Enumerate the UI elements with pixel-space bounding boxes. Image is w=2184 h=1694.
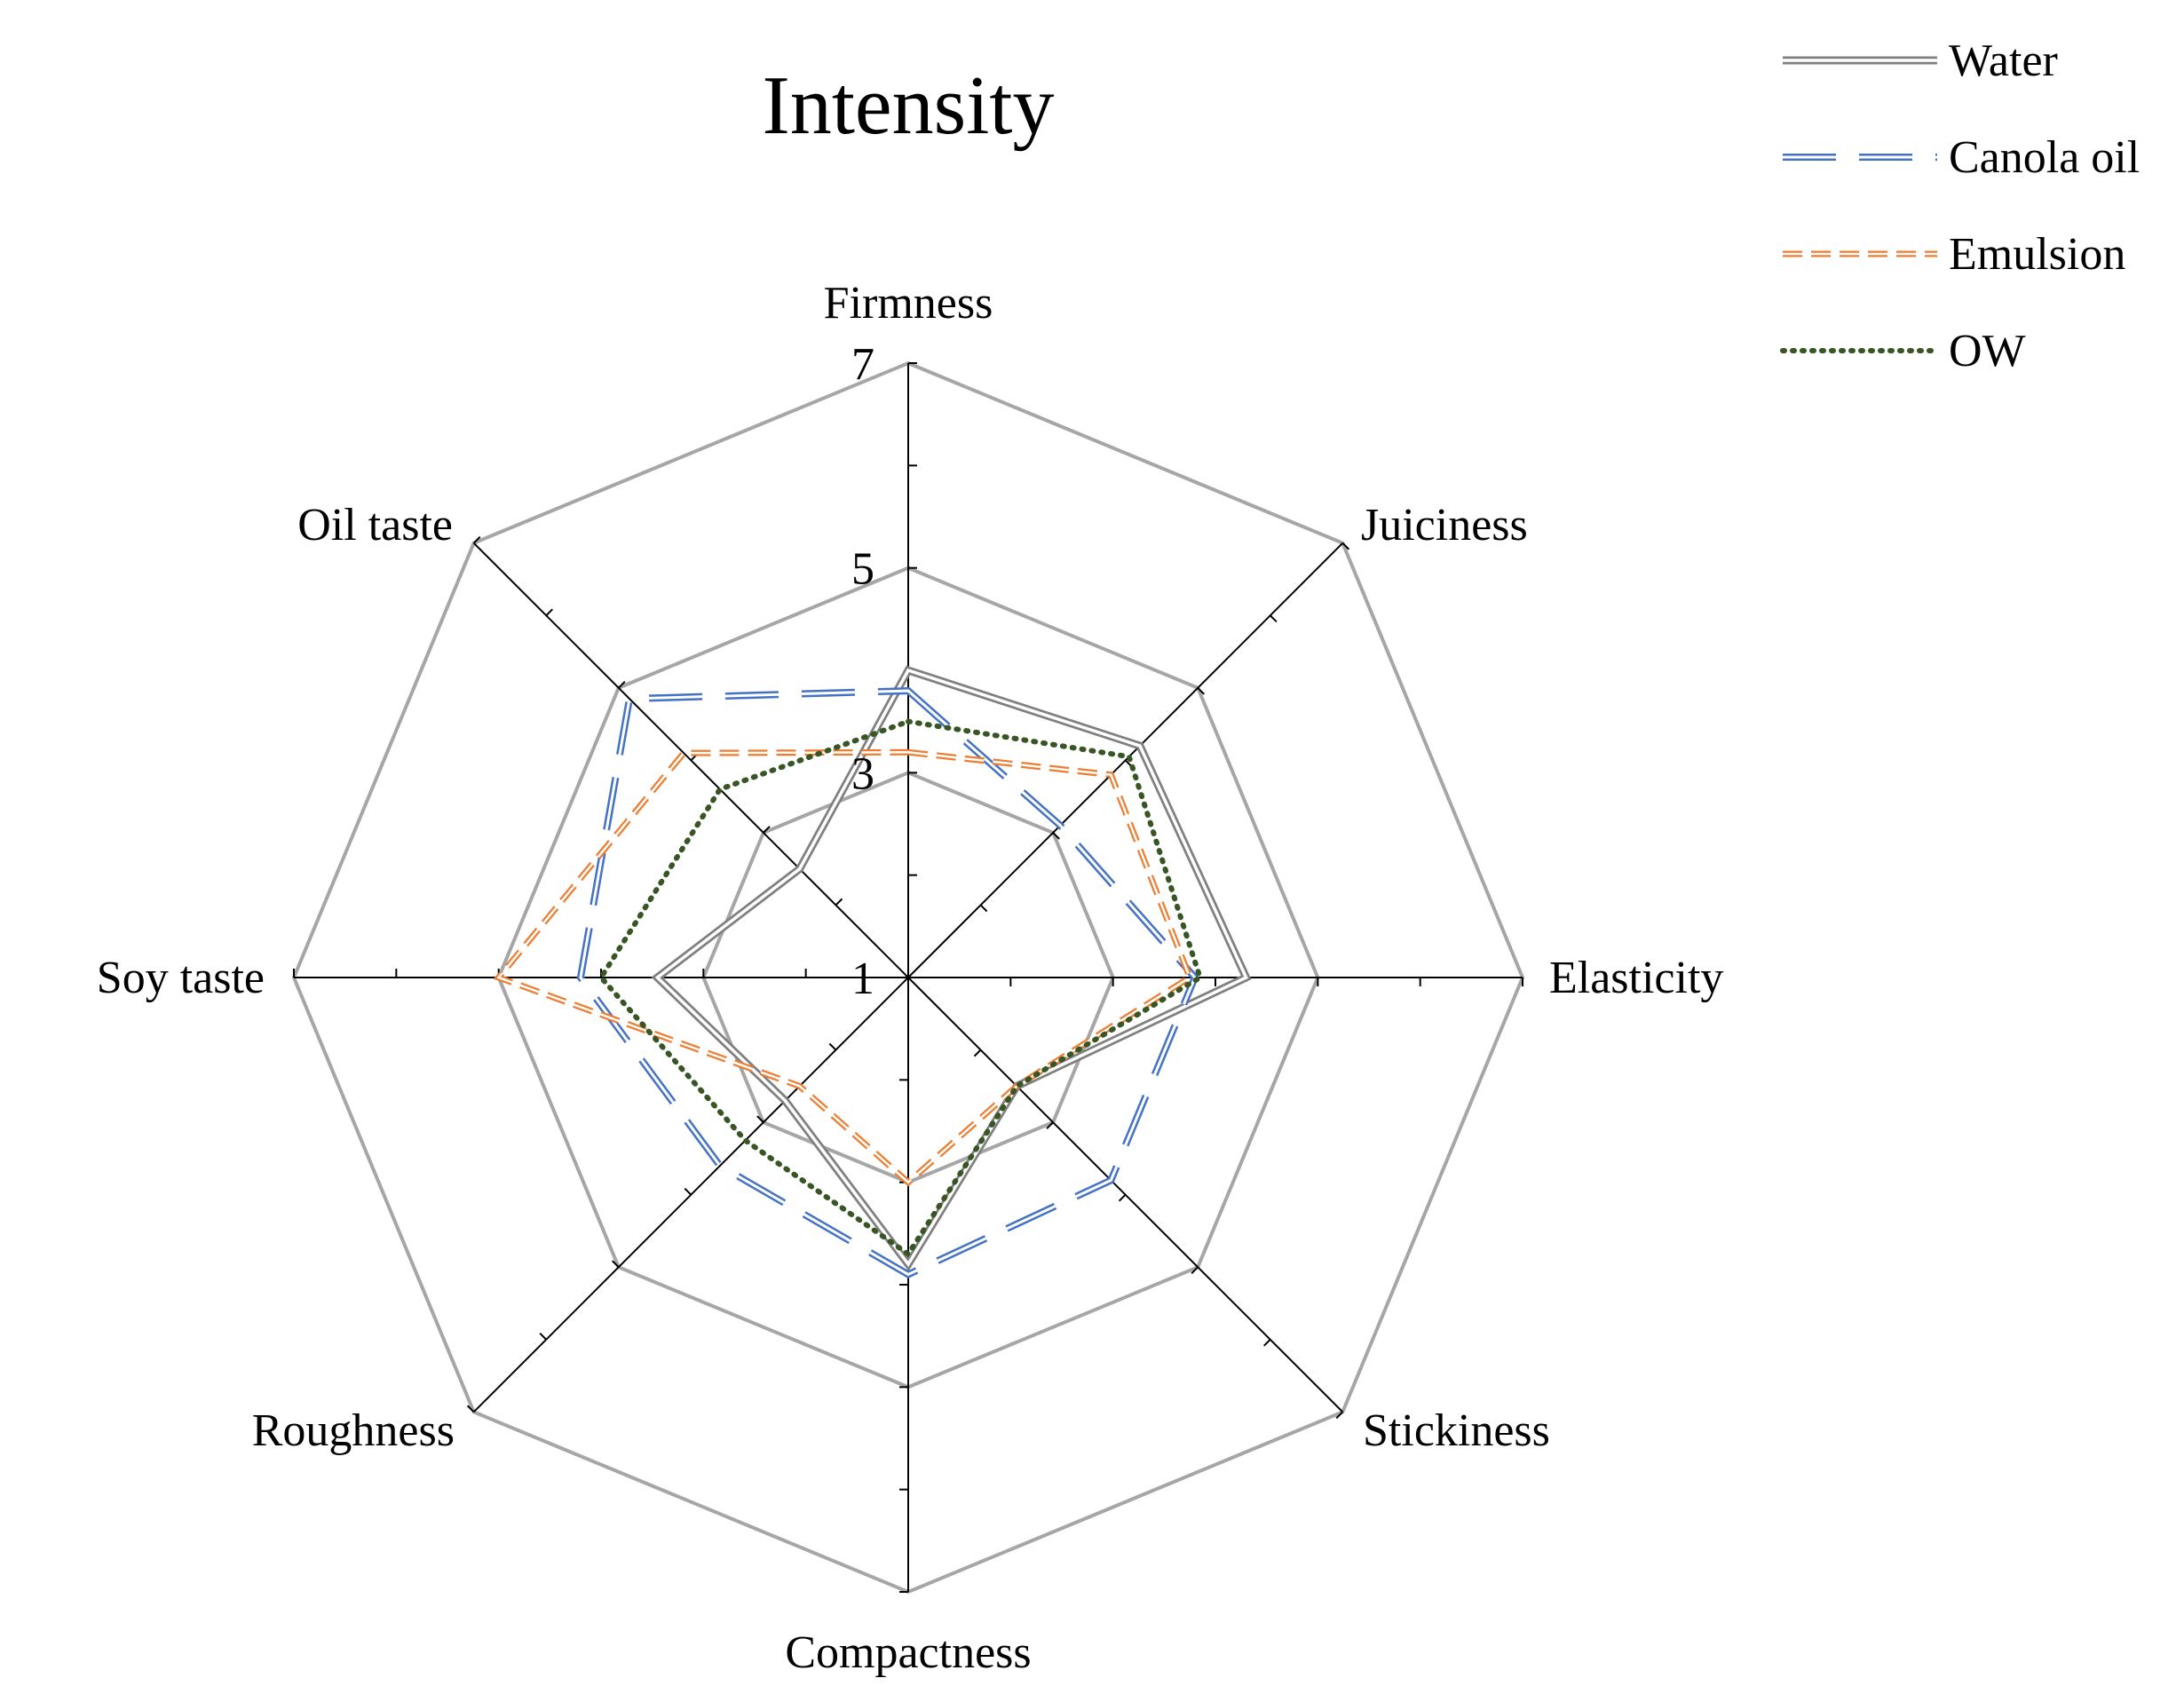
legend-item: OW [1780, 326, 2026, 376]
axis-tick-mark [1052, 832, 1060, 840]
legend: Water Canola oil Emulsion OW [1780, 36, 2140, 376]
axis-tick-mark [1262, 1339, 1271, 1347]
tick-labels: 1 3 5 7 [851, 339, 874, 1004]
axis-labels: Firmness Juiciness Elasticity Stickiness Com… [97, 278, 1724, 1678]
tick-label: 5 [851, 544, 874, 595]
series-line-inner [654, 668, 1248, 1268]
axis-tick-mark [973, 1049, 982, 1057]
axis-spokes [293, 362, 1523, 1593]
legend-item: Water [1783, 36, 2058, 86]
axis-label-stickiness: Stickiness [1363, 1405, 1550, 1456]
axis-tick-mark [828, 1042, 837, 1051]
axis-tick-mark [763, 826, 771, 834]
axis-tick-mark [1118, 1193, 1127, 1202]
axis-tick-mark [612, 1260, 620, 1268]
axis-tick-mark [1270, 614, 1278, 623]
series-line-outer [576, 687, 1199, 1278]
axis-label-roughness: Roughness [252, 1405, 455, 1456]
axis-label-juiciness: Juiciness [1361, 500, 1528, 550]
series-line [597, 718, 1204, 1258]
series-emulsion [493, 748, 1194, 1187]
axis-tick-mark [756, 1115, 764, 1123]
axis-tick-mark [539, 1332, 547, 1341]
series-ow [597, 718, 1204, 1258]
legend-item: Canola oil [1783, 132, 2140, 183]
series-canola-oil [576, 687, 1199, 1278]
axis-label-firmness: Firmness [824, 278, 993, 329]
axis-tick-mark [472, 535, 481, 544]
series-water [651, 665, 1252, 1271]
axis-label-elasticity: Elasticity [1549, 953, 1723, 1003]
series-line-outer [493, 748, 1194, 1187]
tick-label: 1 [851, 954, 874, 1004]
tick-label: 7 [851, 339, 874, 390]
axis-label-compactness: Compactness [785, 1627, 1031, 1678]
data-series [493, 665, 1252, 1278]
series-line-inner [579, 689, 1197, 1277]
legend-label: Emulsion [1949, 229, 2125, 280]
axis-tick-mark [618, 681, 626, 689]
tick-label: 3 [851, 748, 874, 799]
legend-item: Emulsion [1783, 229, 2125, 280]
axis-label-oil-taste: Oil taste [297, 500, 453, 550]
axis-tick-mark [835, 898, 843, 906]
axis-tick-mark [545, 608, 554, 616]
legend-label: OW [1949, 326, 2026, 376]
axis-tick-mark [1335, 1411, 1344, 1420]
series-line-inner [496, 751, 1191, 1184]
axis-tick-mark [1197, 687, 1205, 695]
chart-title: Intensity [763, 59, 1055, 152]
axis-tick-mark [1341, 542, 1350, 550]
axis-tick-mark [466, 1405, 475, 1413]
axis-tick-mark [1191, 1266, 1199, 1274]
axis-tick-mark [1046, 1121, 1054, 1129]
axis-tick-mark [979, 904, 988, 913]
axis-tick-mark [684, 1187, 692, 1196]
axis-label-soy-taste: Soy taste [97, 953, 265, 1003]
legend-label: Water [1949, 36, 2058, 86]
legend-label: Canola oil [1949, 132, 2140, 183]
